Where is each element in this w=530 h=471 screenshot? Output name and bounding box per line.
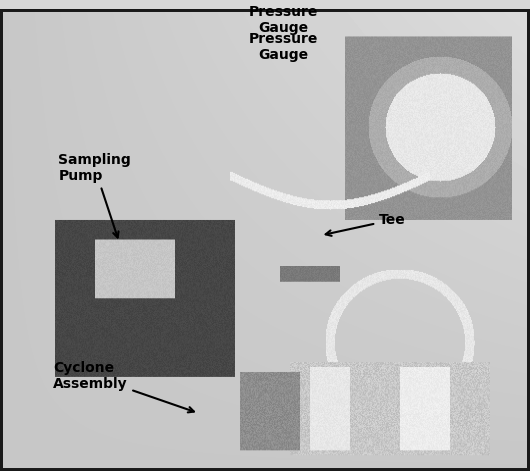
Text: Tee: Tee <box>325 213 405 236</box>
Text: Cyclone
Assembly: Cyclone Assembly <box>53 361 194 413</box>
Text: Pressure
Gauge: Pressure Gauge <box>249 5 318 35</box>
Text: Sampling
Pump: Sampling Pump <box>58 153 131 237</box>
Text: Pressure
Gauge: Pressure Gauge <box>249 32 318 62</box>
